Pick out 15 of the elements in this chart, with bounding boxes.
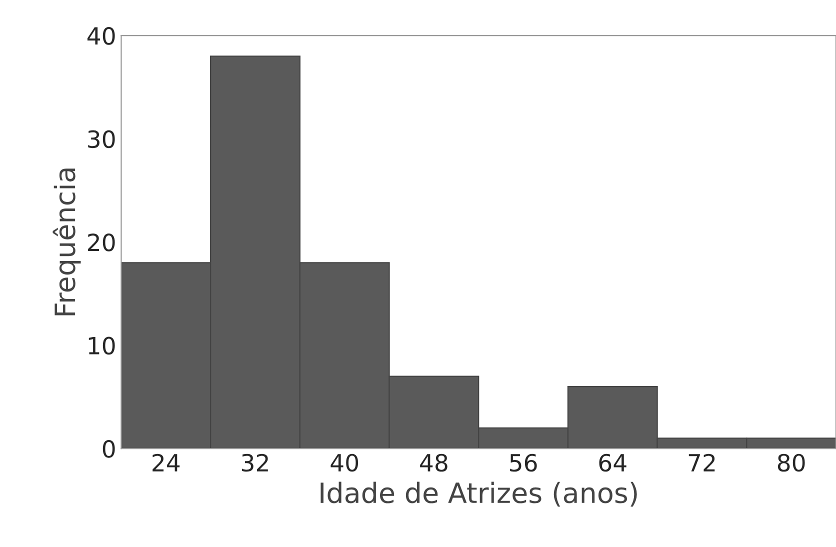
y-tick-label: 30 [88, 130, 115, 148]
x-tick-label: 80 [778, 454, 805, 472]
x-axis-title: Idade de Atrizes (anos) [320, 482, 637, 507]
x-tick-label: 72 [688, 454, 715, 472]
x-tick-label: 32 [242, 454, 268, 472]
y-tick-label: 10 [88, 336, 115, 355]
x-tick-label: 48 [420, 454, 448, 472]
x-tick-label: 40 [330, 454, 358, 472]
x-tick-label: 24 [152, 454, 180, 472]
y-tick-label: 20 [88, 233, 115, 252]
y-tick-label: 0 [102, 440, 115, 458]
y-tick-label: 40 [87, 27, 115, 45]
y-axis-title: Frequência [52, 168, 81, 316]
x-tick-label: 56 [510, 454, 537, 472]
x-tick-label: 64 [599, 454, 626, 472]
